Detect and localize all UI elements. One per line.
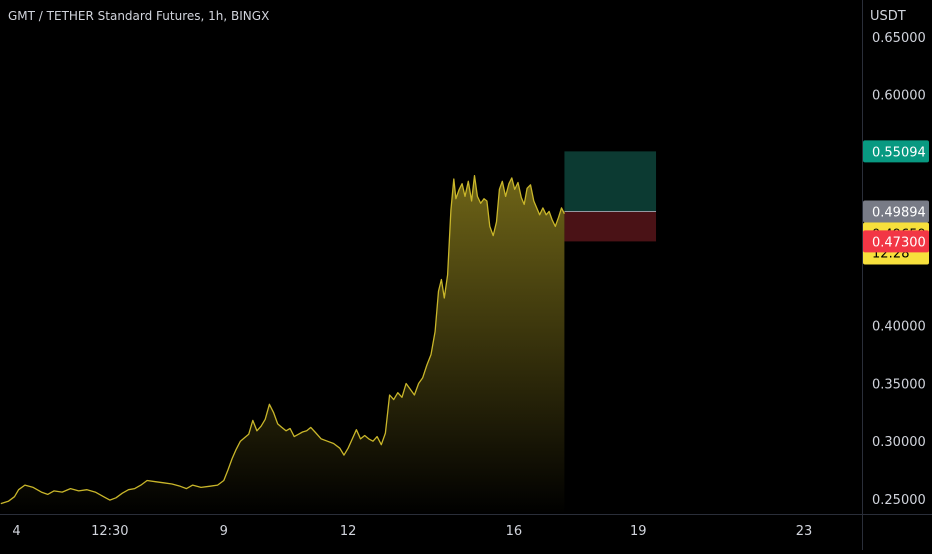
x-tick-label: 12 [340,524,357,539]
target-price-tag-bg [863,140,929,163]
y-tick-label: 0.65000 [872,31,926,46]
x-tick-label: 19 [630,524,647,539]
target-price-tag: 0.55094 [872,145,926,160]
price-axis-divider [862,0,863,550]
x-tick-label: 4 [12,524,20,539]
time-axis-divider [0,514,932,515]
chart-title: GMT / TETHER Standard Futures, 1h, BINGX [8,9,270,23]
price-area-fill [0,175,565,514]
stop-price-tag-bg [863,230,929,253]
stop-price-tag: 0.47300 [872,235,926,250]
entry-price-tag: 0.49894 [872,205,926,220]
y-tick-label: 0.35000 [872,377,926,392]
y-tick-label: 0.40000 [872,320,926,335]
y-tick-label: 0.25000 [872,493,926,508]
y-tick-label: 0.30000 [872,435,926,450]
x-tick-label: 9 [220,524,228,539]
price-line [0,174,565,505]
y-tick-label: 0.60000 [872,89,926,104]
entry-price-tag-bg [863,200,929,223]
profit-target-zone [564,151,657,212]
x-tick-label: 23 [796,524,813,539]
x-tick-label: 12:30 [91,524,128,539]
price-axis-unit: USDT [870,9,906,24]
x-tick-label: 16 [506,524,523,539]
stop-loss-zone [564,211,657,242]
